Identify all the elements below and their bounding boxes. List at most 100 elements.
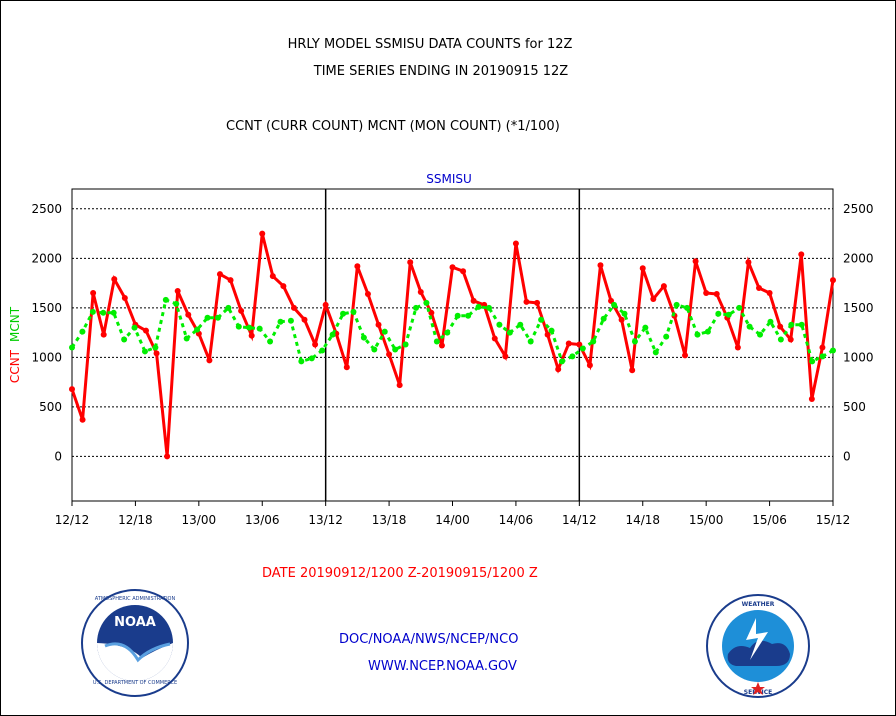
y-axis-ticks: 0 0 500 500 1000 1000 1500 1500 2000 2000 2500 2500 xyxy=(31,202,873,464)
ytick-right-label: 500 xyxy=(843,400,866,414)
day-separators xyxy=(324,189,581,501)
x-axis-ticks: 12/12 12/18 13/00 13/06 13/12 13/18 14/00 14/06… xyxy=(55,501,851,527)
data-point-mcnt xyxy=(621,310,628,317)
left-axis-label: CCNT MCNT xyxy=(8,306,22,383)
xtick-label: 13/00 xyxy=(182,513,217,527)
data-point-mcnt xyxy=(141,348,148,355)
data-point-mcnt xyxy=(413,304,420,311)
ylabel-ccnt: CCNT xyxy=(8,349,22,383)
svg-text:SERVICE: SERVICE xyxy=(744,689,772,696)
data-point-mcnt xyxy=(298,358,305,365)
ytick-left-label: 1500 xyxy=(31,301,62,315)
gridlines xyxy=(72,208,833,457)
data-point-mcnt xyxy=(673,301,680,308)
data-point-ccnt xyxy=(787,336,794,343)
data-point-ccnt xyxy=(259,230,266,237)
data-point-ccnt xyxy=(586,362,593,369)
data-point-mcnt xyxy=(642,324,649,331)
data-point-mcnt xyxy=(465,312,472,319)
data-point-ccnt xyxy=(174,288,181,295)
data-point-ccnt xyxy=(544,331,551,338)
data-point-ccnt xyxy=(597,262,604,269)
data-point-mcnt xyxy=(652,349,659,356)
xtick-label: 14/12 xyxy=(562,513,597,527)
noaa-logo-text: NOAA xyxy=(114,615,156,630)
data-point-ccnt xyxy=(555,366,562,373)
ytick-left-label: 2000 xyxy=(31,251,62,265)
data-point-ccnt xyxy=(703,290,710,296)
data-point-mcnt xyxy=(319,347,326,354)
data-point-mcnt xyxy=(569,353,576,360)
data-point-mcnt xyxy=(402,341,409,348)
data-point-ccnt xyxy=(470,297,477,304)
svg-text:U.S. DEPARTMENT OF COMMERCE: U.S. DEPARTMENT OF COMMERCE xyxy=(93,680,177,686)
data-point-ccnt xyxy=(69,386,75,393)
data-point-mcnt xyxy=(517,321,524,328)
data-point-ccnt xyxy=(322,301,329,308)
data-point-mcnt xyxy=(611,301,618,308)
data-point-mcnt xyxy=(235,323,242,330)
ytick-right-label: 1500 xyxy=(843,301,874,315)
data-point-mcnt xyxy=(110,309,117,316)
data-point-ccnt xyxy=(153,350,160,357)
data-point-ccnt xyxy=(386,351,393,358)
data-point-mcnt xyxy=(162,296,169,303)
data-point-mcnt xyxy=(360,334,367,341)
data-point-mcnt xyxy=(183,335,190,342)
data-point-ccnt xyxy=(375,321,382,328)
svg-text:WEATHER: WEATHER xyxy=(742,601,775,608)
data-point-mcnt xyxy=(277,318,284,325)
data-point-ccnt xyxy=(639,265,646,272)
ytick-right-label: 1000 xyxy=(843,350,874,364)
data-point-ccnt xyxy=(830,277,836,284)
data-point-mcnt xyxy=(423,299,430,306)
xtick-label: 14/00 xyxy=(435,513,470,527)
data-point-mcnt xyxy=(152,344,159,351)
ytick-right-label: 0 xyxy=(843,449,851,463)
data-point-mcnt xyxy=(340,310,347,317)
data-point-mcnt xyxy=(819,353,826,360)
data-point-ccnt xyxy=(142,327,149,334)
data-point-ccnt xyxy=(216,271,223,278)
data-point-ccnt xyxy=(301,316,308,323)
data-point-ccnt xyxy=(512,240,519,247)
data-point-ccnt xyxy=(312,341,319,348)
xtick-label: 13/06 xyxy=(245,513,280,527)
org-label: DOC/NOAA/NWS/NCEP/NCO xyxy=(339,632,519,647)
data-point-mcnt xyxy=(121,336,128,343)
data-point-ccnt xyxy=(227,277,234,284)
data-point-ccnt xyxy=(396,382,403,389)
data-point-ccnt xyxy=(766,290,773,296)
data-point-mcnt xyxy=(788,321,795,328)
data-point-mcnt xyxy=(204,314,211,321)
data-point-ccnt xyxy=(618,316,625,323)
xtick-label: 15/06 xyxy=(752,513,787,527)
plot-area-border xyxy=(71,188,834,502)
data-point-ccnt xyxy=(185,311,192,318)
data-point-ccnt xyxy=(79,416,86,423)
xtick-label: 12/18 xyxy=(118,513,153,527)
data-point-mcnt xyxy=(433,338,440,345)
data-point-mcnt xyxy=(371,346,378,353)
xtick-label: 15/12 xyxy=(816,513,851,527)
data-point-mcnt xyxy=(89,308,96,315)
data-point-mcnt xyxy=(308,355,315,362)
data-point-mcnt xyxy=(558,358,565,365)
data-point-mcnt xyxy=(246,324,253,331)
data-point-mcnt xyxy=(684,304,691,311)
data-point-ccnt xyxy=(164,453,171,460)
data-point-mcnt xyxy=(725,311,732,318)
data-point-mcnt xyxy=(79,328,86,335)
url-link[interactable]: WWW.NCEP.NOAA.GOV xyxy=(368,659,517,674)
xtick-label: 12/12 xyxy=(55,513,90,527)
data-point-ccnt xyxy=(491,335,498,342)
data-point-ccnt xyxy=(206,357,213,364)
xtick-label: 15/00 xyxy=(689,513,724,527)
data-point-mcnt xyxy=(194,326,201,333)
data-point-ccnt xyxy=(417,289,424,296)
data-point-ccnt xyxy=(100,331,107,338)
data-point-ccnt xyxy=(364,290,371,297)
ytick-left-label: 2500 xyxy=(31,202,62,216)
data-point-ccnt xyxy=(502,353,509,360)
